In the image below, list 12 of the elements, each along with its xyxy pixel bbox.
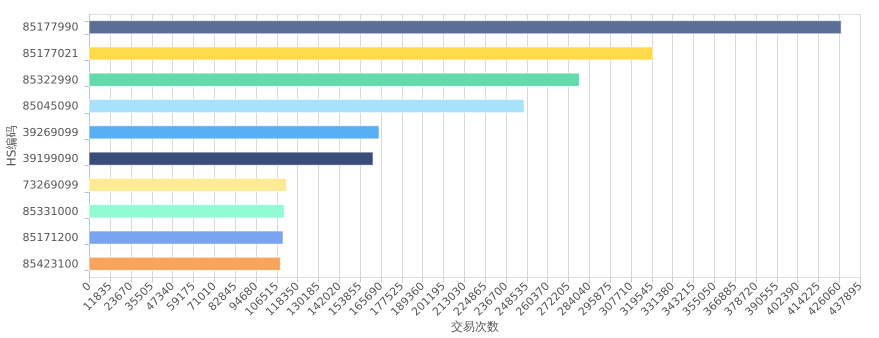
y-tick-label: 85045090 [22, 100, 78, 113]
y-tick-label: 85177021 [22, 46, 78, 60]
y-tick-label: 85171200 [22, 231, 78, 244]
y-tick-label: 39269099 [22, 126, 78, 139]
y-axis-title: HS编码 [4, 126, 19, 166]
x-axis-title: 交易次数 [451, 320, 499, 334]
y-tick-label: 85331000 [22, 204, 78, 218]
y-tick-label: 39199090 [22, 152, 78, 166]
y-tick-label: 85322990 [22, 73, 78, 86]
y-tick-label: 85177990 [22, 20, 78, 34]
y-tick-label: 85423100 [22, 257, 78, 270]
y-tick-label: 73269099 [22, 178, 78, 192]
